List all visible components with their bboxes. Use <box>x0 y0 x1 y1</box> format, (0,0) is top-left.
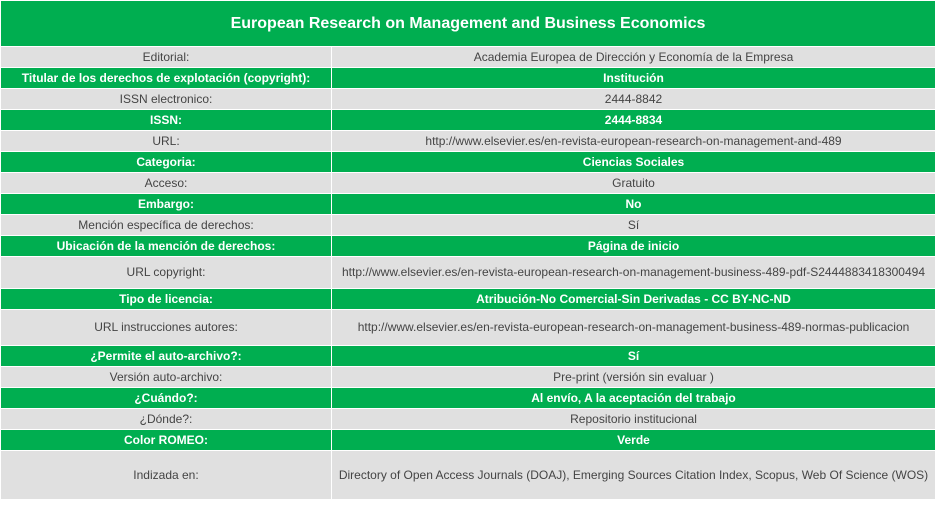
row-value: Repositorio institucional <box>332 409 935 429</box>
row-value: Academia Europea de Dirección y Economía… <box>332 47 935 67</box>
journal-info-table: Editorial: Academia Europea de Dirección… <box>0 46 936 500</box>
row-label: ¿Permite el auto-archivo?: <box>1 346 331 366</box>
row-romeo-color: Color ROMEO: Verde <box>1 430 935 450</box>
row-value: http://www.elsevier.es/en-revista-europe… <box>332 257 935 288</box>
row-value: Pre-print (versión sin evaluar ) <box>332 367 935 387</box>
row-editorial: Editorial: Academia Europea de Dirección… <box>1 47 935 67</box>
row-self-archive-version: Versión auto-archivo: Pre-print (versión… <box>1 367 935 387</box>
row-label: Ubicación de la mención de derechos: <box>1 236 331 256</box>
row-label: Categoria: <box>1 152 331 172</box>
row-value: Gratuito <box>332 173 935 193</box>
row-license-type: Tipo de licencia: Atribución-No Comercia… <box>1 289 935 309</box>
row-value: http://www.elsevier.es/en-revista-europe… <box>332 310 935 345</box>
row-value: Directory of Open Access Journals (DOAJ)… <box>332 451 935 499</box>
row-value: Institución <box>332 68 935 88</box>
row-value: Atribución-No Comercial-Sin Derivadas - … <box>332 289 935 309</box>
row-url-copyright: URL copyright: http://www.elsevier.es/en… <box>1 257 935 288</box>
row-value: 2444-8834 <box>332 110 935 130</box>
row-value: Página de inicio <box>332 236 935 256</box>
row-author-instructions: URL instrucciones autores: http://www.el… <box>1 310 935 345</box>
row-label: Acceso: <box>1 173 331 193</box>
row-label: Mención específica de derechos: <box>1 215 331 235</box>
row-url: URL: http://www.elsevier.es/en-revista-e… <box>1 131 935 151</box>
row-value: No <box>332 194 935 214</box>
row-value: Sí <box>332 346 935 366</box>
row-value: Sí <box>332 215 935 235</box>
row-issn-electronic: ISSN electronico: 2444-8842 <box>1 89 935 109</box>
row-label: URL copyright: <box>1 257 331 288</box>
row-when: ¿Cuándo?: Al envío, A la aceptación del … <box>1 388 935 408</box>
row-copyright-holder: Titular de los derechos de explotación (… <box>1 68 935 88</box>
row-category: Categoria: Ciencias Sociales <box>1 152 935 172</box>
row-label: ¿Dónde?: <box>1 409 331 429</box>
row-indexed-in: Indizada en: Directory of Open Access Jo… <box>1 451 935 499</box>
row-label: Titular de los derechos de explotación (… <box>1 68 331 88</box>
row-label: Color ROMEO: <box>1 430 331 450</box>
row-where: ¿Dónde?: Repositorio institucional <box>1 409 935 429</box>
row-label: Indizada en: <box>1 451 331 499</box>
row-issn: ISSN: 2444-8834 <box>1 110 935 130</box>
row-value: http://www.elsevier.es/en-revista-europe… <box>332 131 935 151</box>
row-label: Editorial: <box>1 47 331 67</box>
row-rights-mention: Mención específica de derechos: Sí <box>1 215 935 235</box>
row-label: URL: <box>1 131 331 151</box>
row-label: Tipo de licencia: <box>1 289 331 309</box>
row-value: 2444-8842 <box>332 89 935 109</box>
row-self-archive: ¿Permite el auto-archivo?: Sí <box>1 346 935 366</box>
row-embargo: Embargo: No <box>1 194 935 214</box>
journal-info-panel: European Research on Management and Busi… <box>0 0 936 500</box>
row-value: Al envío, A la aceptación del trabajo <box>332 388 935 408</box>
row-access: Acceso: Gratuito <box>1 173 935 193</box>
row-label: Embargo: <box>1 194 331 214</box>
row-label: ¿Cuándo?: <box>1 388 331 408</box>
row-value: Ciencias Sociales <box>332 152 935 172</box>
row-label: Versión auto-archivo: <box>1 367 331 387</box>
row-rights-location: Ubicación de la mención de derechos: Pág… <box>1 236 935 256</box>
journal-title: European Research on Management and Busi… <box>1 1 935 46</box>
row-label: URL instrucciones autores: <box>1 310 331 345</box>
row-value: Verde <box>332 430 935 450</box>
row-label: ISSN: <box>1 110 331 130</box>
row-label: ISSN electronico: <box>1 89 331 109</box>
